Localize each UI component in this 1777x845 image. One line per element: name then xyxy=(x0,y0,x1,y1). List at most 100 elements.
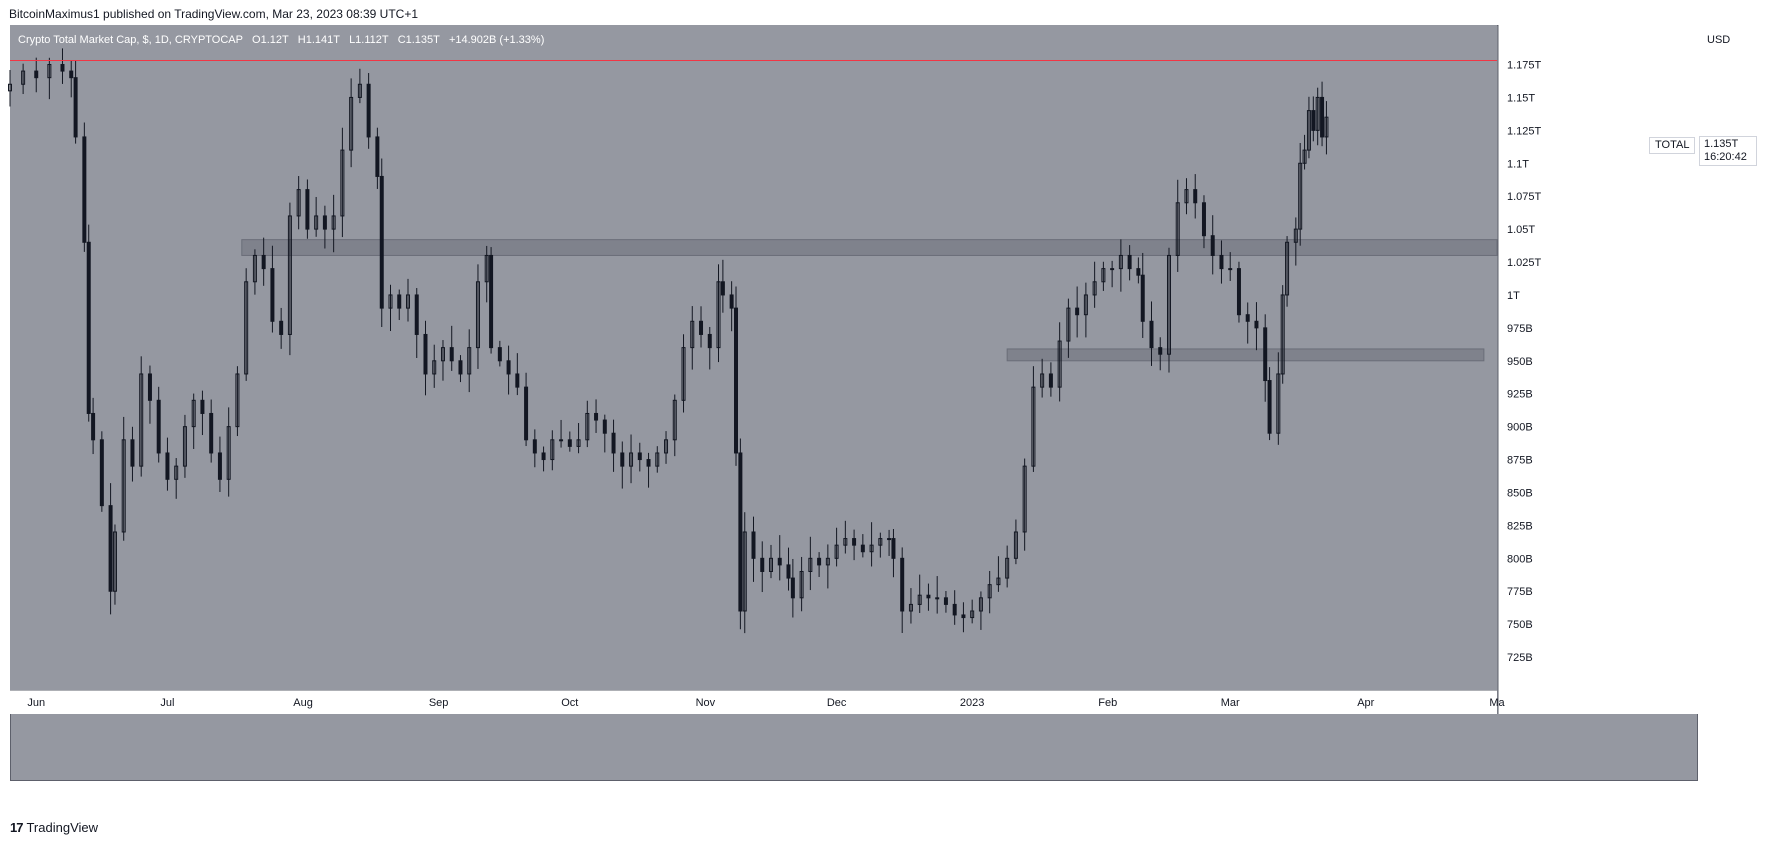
candle-body xyxy=(182,426,187,467)
candle-body xyxy=(217,452,222,480)
candle-body xyxy=(1031,386,1036,467)
candle-body xyxy=(532,439,537,454)
legend-open: O1.12T xyxy=(252,34,289,46)
candle-body xyxy=(585,412,590,441)
y-tick-label: 1.175T xyxy=(1507,60,1542,72)
candle-body xyxy=(296,189,301,217)
candle-body xyxy=(1175,202,1180,256)
candle-body xyxy=(808,557,813,572)
candle-body xyxy=(602,419,607,434)
candle-body xyxy=(1267,380,1272,434)
candle-body xyxy=(716,281,721,349)
candle-body xyxy=(1320,96,1325,138)
legend-change: +14.902B (+1.33%) xyxy=(448,34,545,46)
candle-body xyxy=(550,439,555,461)
candle-body xyxy=(86,241,91,414)
candle-body xyxy=(314,215,319,230)
tradingview-logo-icon: 17 xyxy=(10,820,24,835)
y-tick-label: 1.025T xyxy=(1507,257,1542,269)
candle-body xyxy=(1219,254,1224,270)
candle-body xyxy=(620,452,625,467)
candle-body xyxy=(852,538,857,546)
candle-body xyxy=(349,96,354,151)
candle-body xyxy=(1311,110,1316,131)
candle-body xyxy=(287,215,292,335)
candle-body xyxy=(1118,254,1123,270)
support-resistance-zone xyxy=(1006,348,1485,362)
tradingview-brand: TradingView xyxy=(26,820,99,835)
y-tick-label: 1T xyxy=(1507,290,1520,302)
candle-body xyxy=(611,432,616,454)
candle-body xyxy=(366,83,371,138)
candle-body xyxy=(1057,340,1062,388)
candle-body xyxy=(497,347,502,362)
y-tick-label: 950B xyxy=(1507,356,1533,368)
candle-body xyxy=(467,347,472,375)
candle-body xyxy=(174,465,179,480)
candle-body xyxy=(742,531,747,612)
candle-body xyxy=(244,281,249,375)
candle-body xyxy=(541,452,546,461)
candle-body xyxy=(99,439,104,507)
candle-body xyxy=(340,149,345,217)
x-tick-label: Ma xyxy=(1489,697,1505,709)
tradingview-logo[interactable]: 17 TradingView xyxy=(10,820,98,835)
candle-body xyxy=(226,426,231,480)
x-tick-label: Mar xyxy=(1221,697,1240,709)
publisher-caption: BitcoinMaximus1 published on TradingView… xyxy=(9,7,419,21)
candle-body xyxy=(108,505,113,592)
candle-body xyxy=(1302,149,1307,164)
candle-body xyxy=(738,452,743,612)
candle-body xyxy=(917,594,922,605)
candle-body xyxy=(1013,531,1018,559)
time-scale-panel xyxy=(10,690,1497,714)
candle-body xyxy=(869,544,874,553)
x-tick-label: 2023 xyxy=(960,697,984,709)
x-tick-label: Oct xyxy=(561,697,578,709)
candle-body xyxy=(357,83,362,98)
y-tick-label: 975B xyxy=(1507,323,1533,335)
candle-body xyxy=(1048,373,1053,388)
candle-body xyxy=(1083,294,1088,316)
candle-body xyxy=(860,544,865,553)
candle-body xyxy=(707,333,712,349)
candle-body xyxy=(655,452,660,467)
candle-body xyxy=(672,399,677,441)
candle-body xyxy=(21,70,26,85)
candle-body xyxy=(475,281,480,349)
candle-body xyxy=(681,347,686,401)
candle-body xyxy=(524,386,529,441)
candle-body xyxy=(996,577,1001,586)
candle-body xyxy=(1245,314,1250,322)
x-tick-label: Sep xyxy=(429,697,449,709)
y-tick-label: 1.1T xyxy=(1507,158,1529,170)
candle-body xyxy=(891,538,896,559)
legend-close: C1.135T xyxy=(397,34,440,46)
y-tick-label: 825B xyxy=(1507,520,1533,532)
candle-body xyxy=(1280,294,1285,375)
y-tick-label: 925B xyxy=(1507,389,1533,401)
candle-body xyxy=(379,175,384,309)
candle-body xyxy=(1136,268,1141,276)
candle-body xyxy=(139,373,144,467)
candle-body xyxy=(484,254,489,283)
candle-body xyxy=(8,83,12,92)
legend-low: L1.112T xyxy=(349,34,389,46)
candle-body xyxy=(69,70,74,79)
candle-body xyxy=(156,399,161,454)
candle-body xyxy=(908,603,913,612)
candle-body xyxy=(1101,268,1106,283)
x-tick-label: Nov xyxy=(696,697,716,709)
y-tick-label: 850B xyxy=(1507,487,1533,499)
currency-label[interactable]: USD xyxy=(1707,34,1731,46)
candle-body xyxy=(34,70,39,79)
candle-body xyxy=(279,320,284,335)
candle-body xyxy=(1210,235,1215,256)
x-tick-label: Jun xyxy=(27,697,45,709)
candle-body xyxy=(200,399,205,414)
candle-body xyxy=(1285,241,1290,296)
candle-body xyxy=(432,360,437,375)
candle-body xyxy=(423,333,428,375)
candle-body xyxy=(1298,162,1303,230)
